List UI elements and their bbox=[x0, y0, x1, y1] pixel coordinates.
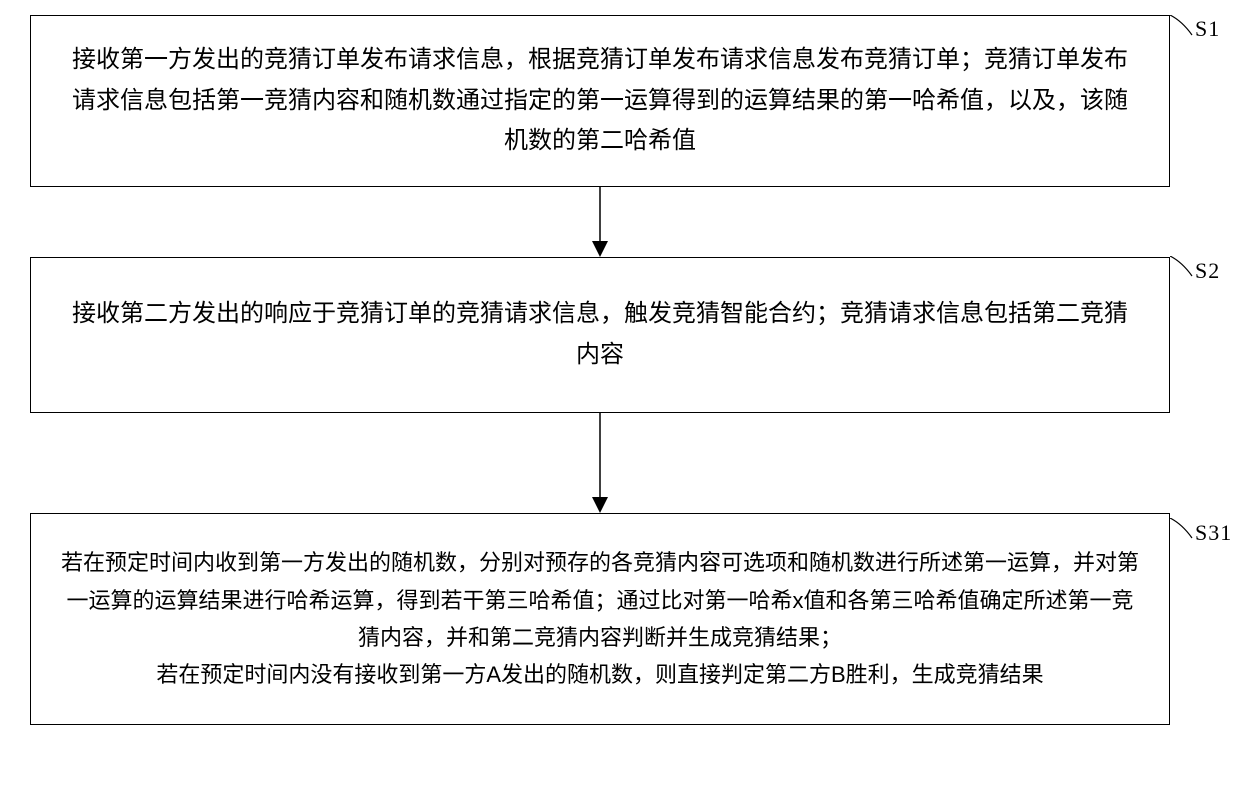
flow-node-s1-text: 接收第一方发出的竞猜订单发布请求信息，根据竞猜订单发布请求信息发布竞猜订单；竞猜… bbox=[61, 40, 1139, 162]
flow-arrow-s2-s31 bbox=[30, 413, 1170, 513]
flowchart-container: 接收第一方发出的竞猜订单发布请求信息，根据竞猜订单发布请求信息发布竞猜订单；竞猜… bbox=[30, 15, 1170, 725]
step-label-s31: S31 bbox=[1195, 520, 1232, 546]
step-label-s2: S2 bbox=[1195, 258, 1220, 284]
flow-node-s2-text: 接收第二方发出的响应于竞猜订单的竞猜请求信息，触发竞猜智能合约；竞猜请求信息包括… bbox=[61, 294, 1139, 376]
flow-arrow-s1-s2 bbox=[30, 187, 1170, 257]
label-connector-s31 bbox=[1170, 518, 1198, 542]
step-label-s1: S1 bbox=[1195, 16, 1220, 42]
label-connector-s1 bbox=[1170, 15, 1198, 39]
flow-node-s31: 若在预定时间内收到第一方发出的随机数，分别对预存的各竞猜内容可选项和随机数进行所… bbox=[30, 513, 1170, 725]
flow-node-s2: 接收第二方发出的响应于竞猜订单的竞猜请求信息，触发竞猜智能合约；竞猜请求信息包括… bbox=[30, 257, 1170, 413]
flow-node-s31-text: 若在预定时间内收到第一方发出的随机数，分别对预存的各竞猜内容可选项和随机数进行所… bbox=[57, 544, 1143, 694]
flow-node-s1: 接收第一方发出的竞猜订单发布请求信息，根据竞猜订单发布请求信息发布竞猜订单；竞猜… bbox=[30, 15, 1170, 187]
label-connector-s2 bbox=[1170, 256, 1198, 280]
